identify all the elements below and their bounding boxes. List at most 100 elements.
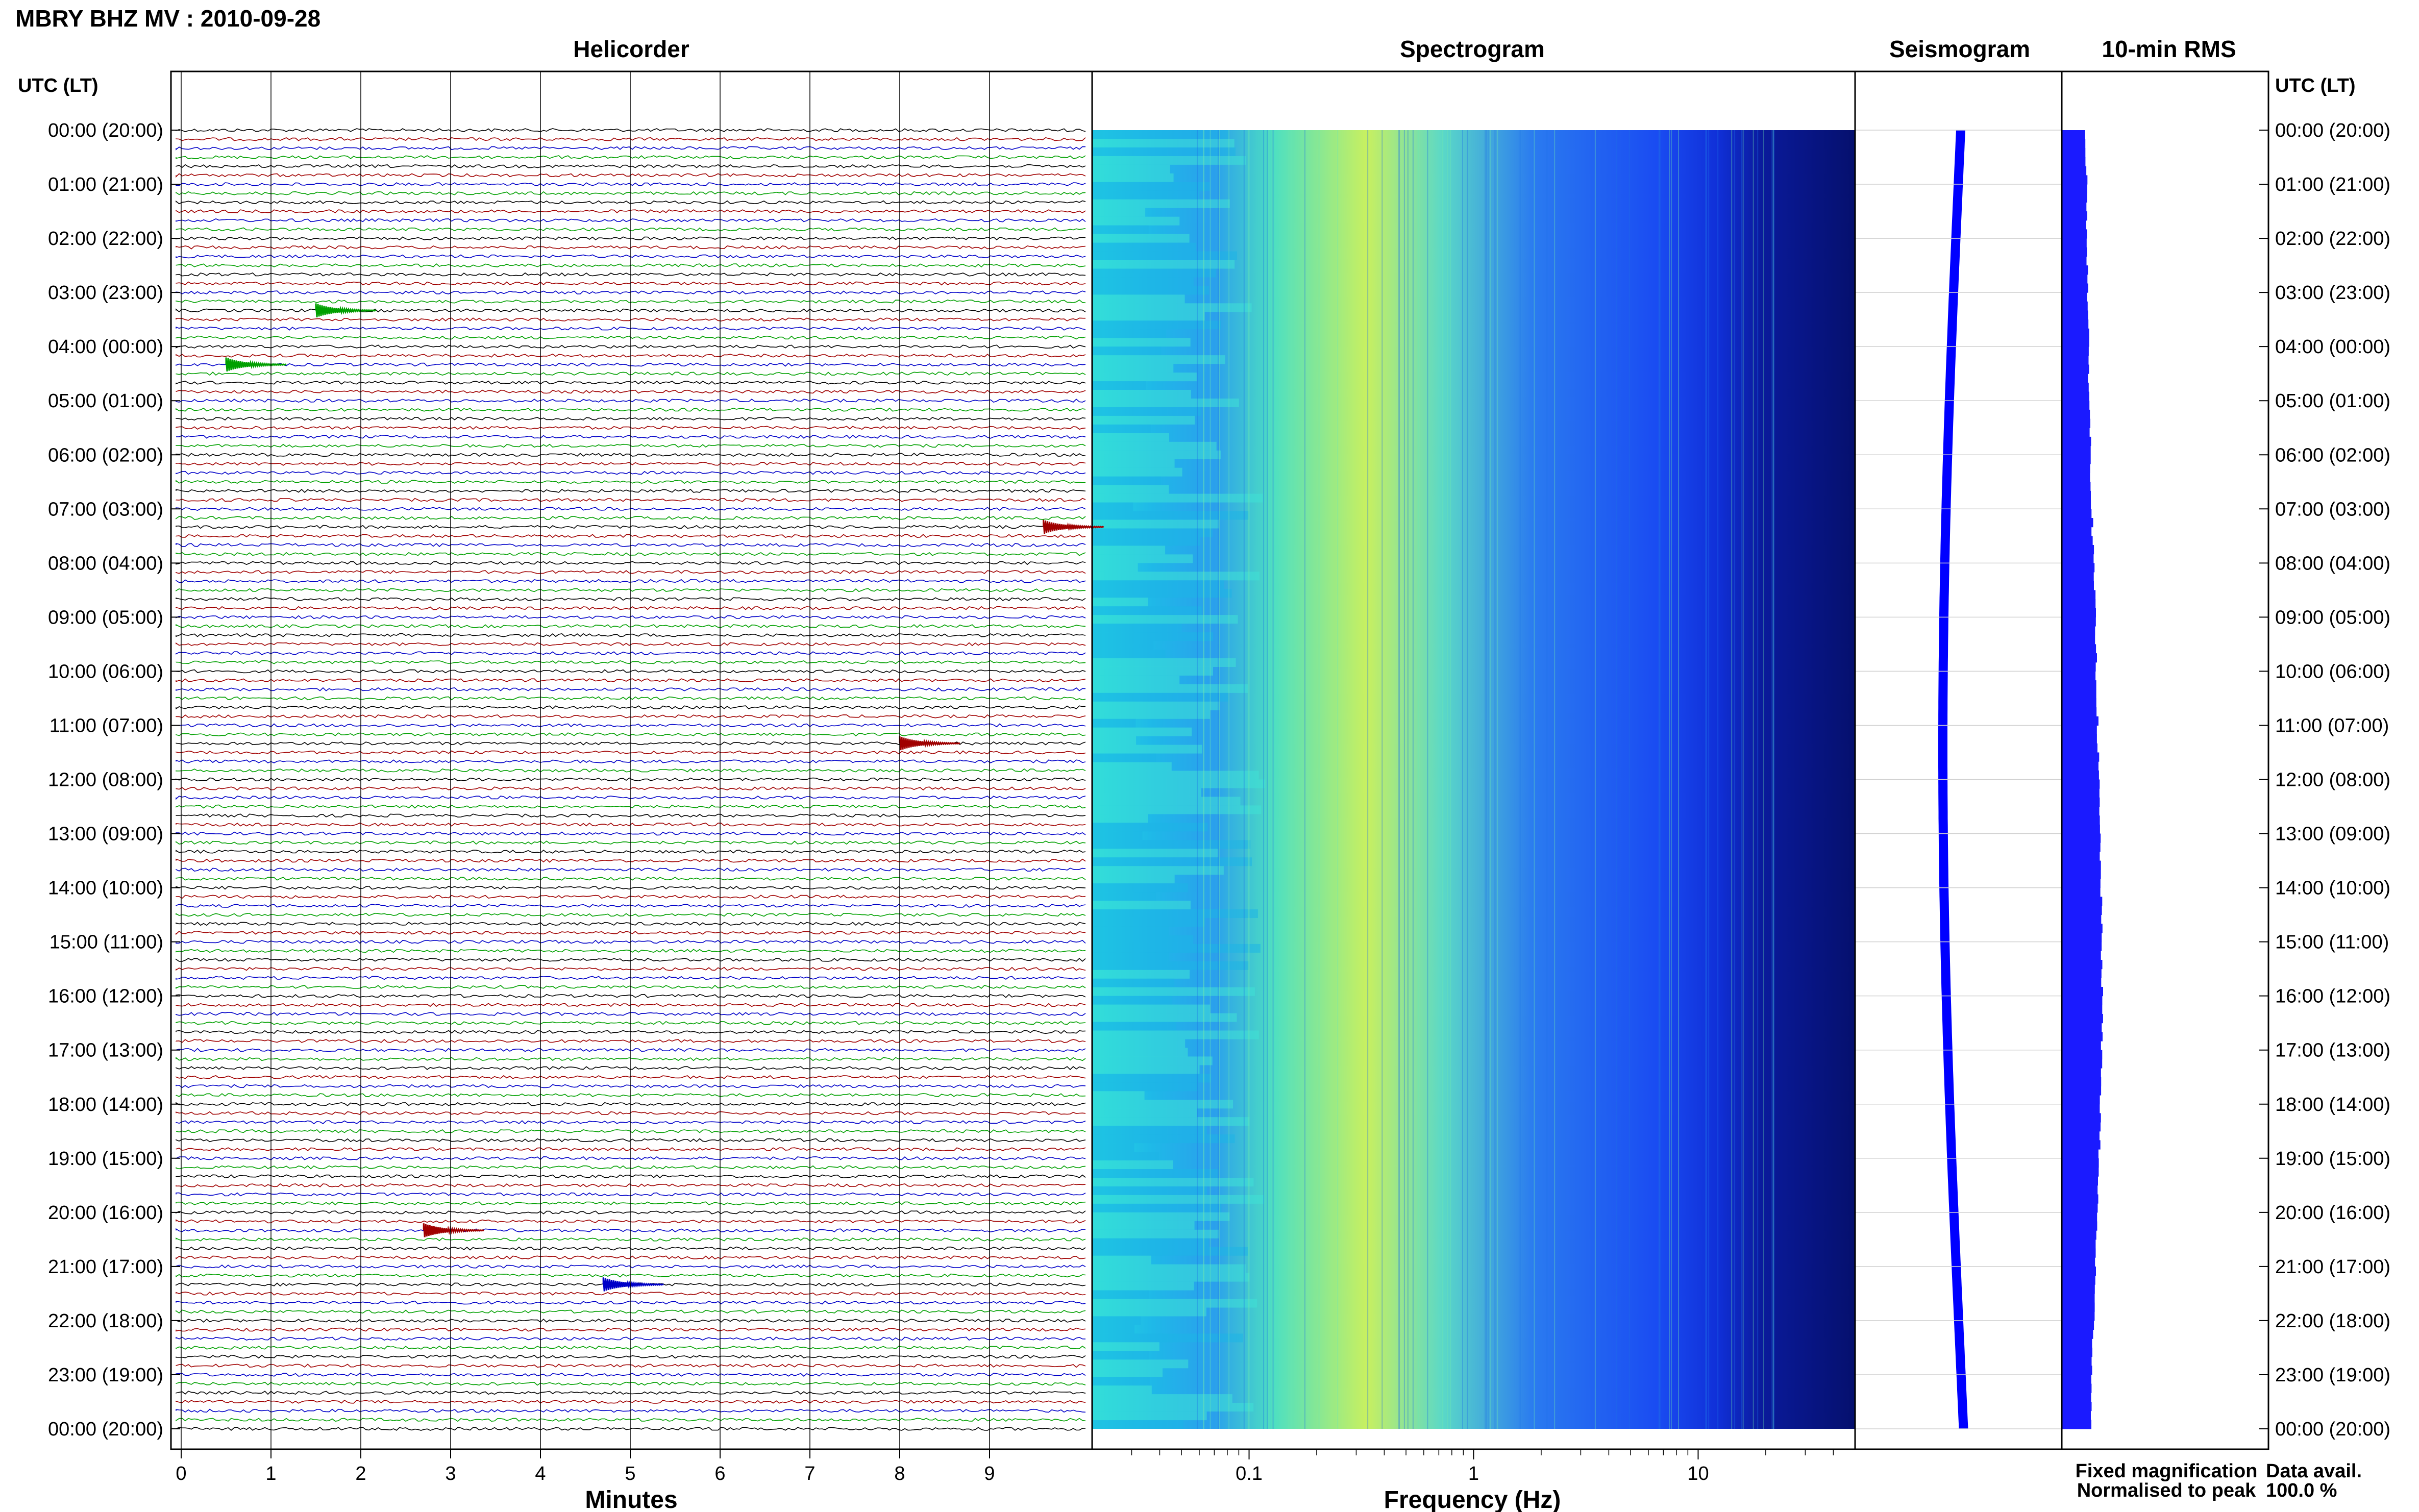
helicorder-trace xyxy=(176,976,1086,980)
time-label-left: 01:00 (21:00) xyxy=(48,174,163,195)
rms-bar xyxy=(2062,1176,2098,1186)
helicorder-trace xyxy=(176,1418,1086,1422)
spectrogram-row xyxy=(1092,849,1219,858)
data-avail-label: Data avail. xyxy=(2266,1460,2362,1482)
time-label-left: 23:00 (19:00) xyxy=(48,1365,163,1386)
spectrogram-row xyxy=(1092,1368,1163,1377)
spectrogram-row xyxy=(1092,1195,1265,1204)
rms-bar xyxy=(2062,1221,2097,1231)
helicorder-event xyxy=(225,357,287,371)
helicorder-trace xyxy=(176,1111,1086,1116)
helicorder-trace xyxy=(176,281,1086,286)
helicorder-trace xyxy=(176,1273,1086,1278)
spectrogram-row xyxy=(1092,338,1191,347)
rms-bar xyxy=(2062,1284,2095,1294)
spectrogram-row xyxy=(1092,173,1174,182)
spectrogram-row xyxy=(1092,762,1172,771)
spectrogram-row xyxy=(1092,606,1202,615)
rms-bar xyxy=(2062,978,2102,987)
helicorder-trace xyxy=(176,949,1086,953)
time-label-left: 22:00 (18:00) xyxy=(48,1310,163,1332)
helicorder-trace xyxy=(176,1084,1086,1088)
rms-bar xyxy=(2062,987,2103,997)
rms-bar xyxy=(2062,833,2101,843)
time-label-right: 03:00 (23:00) xyxy=(2275,282,2390,304)
time-label-left: 10:00 (06:00) xyxy=(48,661,163,682)
rms-bar xyxy=(2062,1230,2096,1240)
helicorder-trace xyxy=(176,669,1086,674)
spectrogram-row xyxy=(1092,1229,1219,1238)
rms-bar xyxy=(2062,815,2100,825)
spectrogram-row xyxy=(1092,164,1170,173)
helicorder-trace xyxy=(176,1030,1086,1034)
spectrogram-row xyxy=(1092,1221,1195,1230)
rms-bar xyxy=(2062,1005,2103,1014)
frequency-tick-label: 0.1 xyxy=(1236,1463,1263,1484)
helicorder-trace xyxy=(176,633,1086,637)
helicorder-trace xyxy=(176,552,1086,556)
rms-bar xyxy=(2062,283,2088,293)
spectrogram-row xyxy=(1092,139,1235,147)
time-label-left: 11:00 (07:00) xyxy=(50,715,163,736)
time-label-right: 06:00 (02:00) xyxy=(2275,444,2390,466)
helicorder-trace xyxy=(176,922,1086,926)
rms-bar xyxy=(2062,698,2096,708)
rms-bar xyxy=(2062,590,2096,600)
rms-bar xyxy=(2062,274,2088,284)
spectrogram-row xyxy=(1092,952,1170,961)
helicorder-trace xyxy=(176,399,1086,403)
spectrogram-row xyxy=(1092,277,1194,286)
rms-bar xyxy=(2062,806,2100,816)
time-label-right: 00:00 (20:00) xyxy=(2275,1419,2390,1440)
helicorder-trace xyxy=(176,1327,1086,1332)
rms-bar xyxy=(2062,355,2089,365)
helicorder-trace xyxy=(176,1165,1086,1170)
rms-bar xyxy=(2062,473,2090,482)
spectrogram-row xyxy=(1092,1316,1141,1325)
spectrogram-row xyxy=(1092,641,1154,650)
spectrogram-row xyxy=(1092,407,1201,416)
helicorder-trace xyxy=(176,966,1086,971)
rms-bar xyxy=(2062,1050,2103,1059)
helicorder-trace xyxy=(176,1156,1086,1160)
helicorder-trace xyxy=(176,994,1086,998)
time-label-left: 19:00 (15:00) xyxy=(48,1148,163,1170)
time-labels: 00:00 (20:00) 00:00 (20:00) 01:00 (21:00) 0… xyxy=(48,120,2390,1440)
helicorder-trace xyxy=(176,822,1086,827)
helicorder-trace xyxy=(176,272,1086,277)
spectrogram-row xyxy=(1092,598,1148,607)
spectrogram-row xyxy=(1092,1377,1150,1386)
rms-bar xyxy=(2062,662,2096,672)
spectrogram-row xyxy=(1092,814,1148,823)
helicorder-trace xyxy=(176,1264,1086,1269)
helicorder-trace xyxy=(176,1399,1086,1404)
time-label-right: 10:00 (06:00) xyxy=(2275,661,2390,682)
helicorder-trace xyxy=(176,579,1086,583)
helicorder-trace xyxy=(176,1318,1086,1323)
helicorder-trace xyxy=(176,299,1086,304)
helicorder-trace xyxy=(176,877,1086,881)
panel-frames xyxy=(170,70,2269,1450)
time-label-right: 22:00 (18:00) xyxy=(2275,1310,2390,1332)
spectrogram-row xyxy=(1092,312,1205,321)
time-axis-label-right: UTC (LT) xyxy=(2275,75,2356,96)
spectrogram-row xyxy=(1092,1420,1184,1429)
spectrogram-row xyxy=(1092,493,1263,503)
helicorder-trace xyxy=(176,434,1086,439)
helicorder-trace xyxy=(176,1246,1086,1251)
helicorder-trace xyxy=(176,426,1086,430)
spectrogram-row xyxy=(1092,415,1195,425)
helicorder-trace xyxy=(176,1336,1086,1341)
minute-tick-label: 0 xyxy=(176,1463,186,1484)
rms-bar xyxy=(2062,1041,2101,1051)
spectrogram-row xyxy=(1092,485,1169,494)
spectrogram-panel xyxy=(1092,130,1855,1429)
spectrogram-row xyxy=(1092,1056,1213,1065)
time-label-left: 05:00 (01:00) xyxy=(48,390,163,412)
rms-bar xyxy=(2062,130,2085,140)
rms-bar xyxy=(2062,941,2102,951)
helicorder-trace xyxy=(176,732,1086,737)
helicorder-trace xyxy=(176,939,1086,944)
time-label-left: 15:00 (11:00) xyxy=(50,932,163,953)
minute-tick-label: 7 xyxy=(804,1463,815,1484)
